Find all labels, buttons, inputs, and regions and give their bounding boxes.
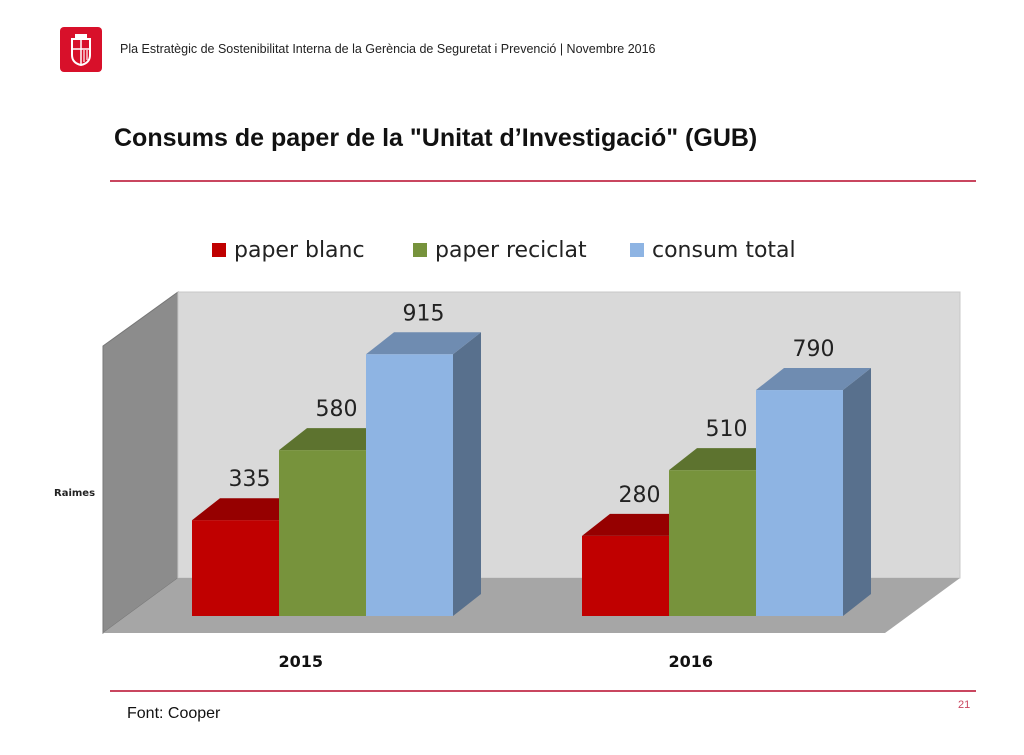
- page-title: Consums de paper de la "Unitat d’Investi…: [114, 124, 758, 152]
- bar-front: [279, 450, 366, 616]
- bar-front: [366, 354, 453, 616]
- bar-front: [582, 535, 669, 616]
- bar-front: [756, 390, 843, 616]
- category-labels: 2015 2016: [278, 652, 713, 671]
- bar-top: [669, 448, 784, 471]
- bar-top: [279, 428, 394, 451]
- page-number: 21: [958, 699, 971, 711]
- header-text: Pla Estratègic de Sostenibilitat Interna…: [120, 42, 656, 56]
- data-label: 580: [316, 397, 358, 422]
- data-label: 335: [229, 467, 271, 492]
- data-label: 915: [403, 301, 445, 326]
- y-axis-label: Raimes: [54, 488, 95, 499]
- bar-top: [756, 368, 871, 391]
- legend-swatch: [630, 243, 644, 257]
- logo: [60, 27, 102, 72]
- data-label: 510: [706, 417, 748, 442]
- data-label: 790: [793, 337, 835, 362]
- legend-label: consum total: [652, 238, 796, 263]
- bar-front: [192, 520, 279, 616]
- title-divider: [110, 180, 976, 182]
- source-note: Font: Cooper: [127, 705, 221, 722]
- bar: [756, 368, 871, 616]
- bar-top: [366, 332, 481, 355]
- legend-label: paper blanc: [234, 238, 365, 263]
- bars: 335 580 915 280 510 790: [192, 301, 871, 616]
- legend-swatch: [413, 243, 427, 257]
- footer-divider: [110, 690, 976, 692]
- chart: paper blanc paper reciclat consum total 33…: [54, 238, 961, 671]
- category-label: 2016: [668, 652, 713, 671]
- legend-swatch: [212, 243, 226, 257]
- side-wall: [102, 291, 179, 634]
- barcelona-coat-of-arms-icon: [71, 34, 91, 67]
- category-label: 2015: [278, 652, 323, 671]
- legend-label: paper reciclat: [435, 238, 587, 263]
- bar-side: [453, 332, 481, 616]
- data-label: 280: [619, 483, 661, 508]
- bar-top: [192, 498, 307, 521]
- bar-top: [582, 513, 697, 536]
- bar-side: [843, 368, 871, 616]
- legend: paper blanc paper reciclat consum total: [212, 238, 796, 263]
- bar: [366, 332, 481, 616]
- bar-front: [669, 470, 756, 616]
